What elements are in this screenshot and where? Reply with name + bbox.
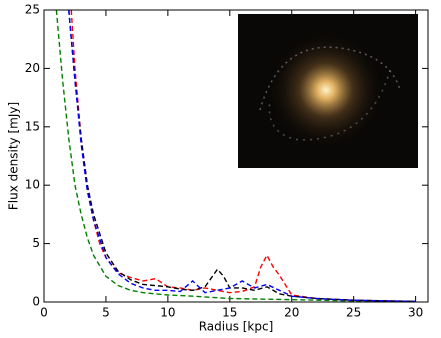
y-tick-label: 15	[25, 119, 40, 133]
y-tick-label: 25	[25, 3, 40, 17]
x-tick-label: 20	[284, 306, 299, 320]
y-tick-label: 5	[32, 236, 40, 250]
data-line	[55, 10, 416, 302]
y-tick-label: 20	[25, 61, 40, 75]
x-tick-label: 0	[40, 306, 48, 320]
plot-area: 0 5 10 15 20 25 30 0 5 10 15 20 25	[25, 3, 429, 320]
y-tick-label: 0	[32, 295, 40, 309]
x-tick-label: 5	[102, 306, 110, 320]
y-axis-label: Flux density [mJy]	[7, 102, 21, 210]
y-tick-label: 10	[25, 178, 40, 192]
axes-frame	[43, 9, 429, 303]
x-tick-label: 15	[222, 306, 237, 320]
x-tick-label: 25	[346, 306, 361, 320]
inset-image	[238, 14, 418, 168]
x-tick-label: 10	[160, 306, 175, 320]
data-line	[68, 10, 416, 302]
x-tick-label: 30	[408, 306, 423, 320]
x-axis-label: Radius [kpc]	[199, 320, 274, 334]
data-line	[68, 10, 416, 302]
